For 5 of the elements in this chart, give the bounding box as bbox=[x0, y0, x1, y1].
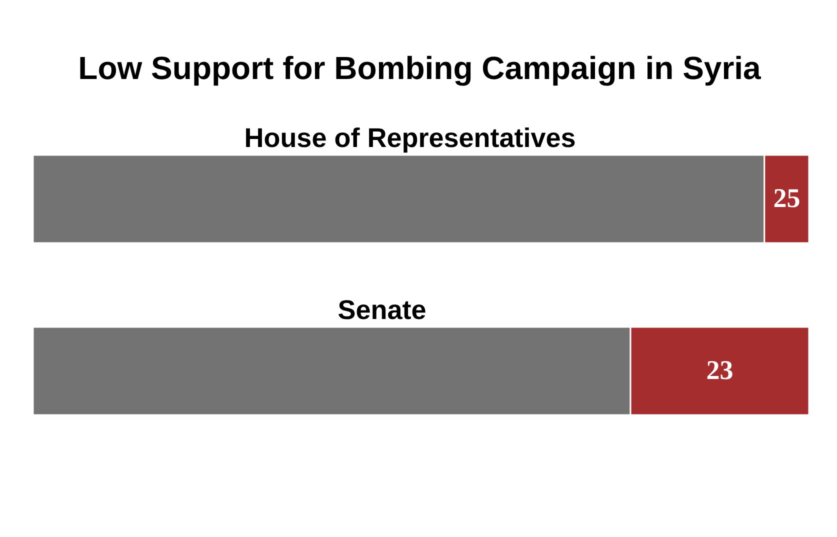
data-label: 23 bbox=[706, 355, 734, 385]
y-tick-label: Senate bbox=[338, 295, 426, 325]
data-label: 25 bbox=[773, 183, 800, 213]
chart-title: Low Support for Bombing Campaign in Syria bbox=[78, 50, 762, 86]
y-tick-label: House of Representatives bbox=[244, 123, 576, 153]
